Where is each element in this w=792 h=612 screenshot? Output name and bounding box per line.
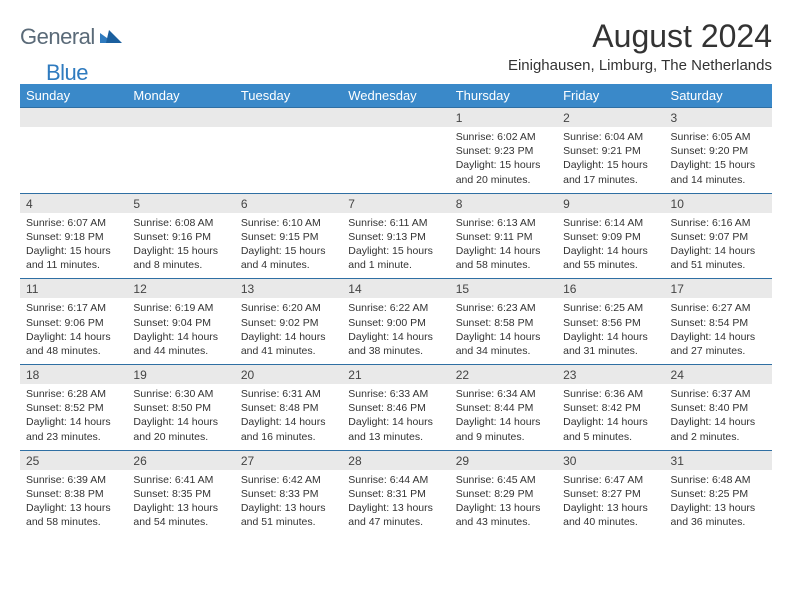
day-number-cell [342, 108, 449, 128]
day-detail-cell: Sunrise: 6:25 AMSunset: 8:56 PMDaylight:… [557, 298, 664, 364]
day-detail-cell: Sunrise: 6:23 AMSunset: 8:58 PMDaylight:… [450, 298, 557, 364]
day-number-cell: 5 [127, 193, 234, 213]
month-title: August 2024 [508, 18, 772, 55]
day-number-cell: 31 [665, 450, 772, 470]
day-number-cell: 16 [557, 279, 664, 299]
day-number-cell: 28 [342, 450, 449, 470]
day-number-cell: 6 [235, 193, 342, 213]
day-detail-cell: Sunrise: 6:27 AMSunset: 8:54 PMDaylight:… [665, 298, 772, 364]
weekday-header: Saturday [665, 84, 772, 108]
calendar-table: SundayMondayTuesdayWednesdayThursdayFrid… [20, 84, 772, 535]
day-number-row: 11121314151617 [20, 279, 772, 299]
day-detail-cell: Sunrise: 6:20 AMSunset: 9:02 PMDaylight:… [235, 298, 342, 364]
day-detail-cell: Sunrise: 6:17 AMSunset: 9:06 PMDaylight:… [20, 298, 127, 364]
day-number-cell: 13 [235, 279, 342, 299]
day-detail-cell: Sunrise: 6:42 AMSunset: 8:33 PMDaylight:… [235, 470, 342, 536]
day-detail-cell: Sunrise: 6:45 AMSunset: 8:29 PMDaylight:… [450, 470, 557, 536]
day-number-row: 18192021222324 [20, 365, 772, 385]
day-number-row: 123 [20, 108, 772, 128]
day-detail-cell [342, 127, 449, 193]
day-detail-cell: Sunrise: 6:36 AMSunset: 8:42 PMDaylight:… [557, 384, 664, 450]
calendar-header-row: SundayMondayTuesdayWednesdayThursdayFrid… [20, 84, 772, 108]
day-detail-cell: Sunrise: 6:13 AMSunset: 9:11 PMDaylight:… [450, 213, 557, 279]
day-detail-cell [127, 127, 234, 193]
day-detail-cell: Sunrise: 6:10 AMSunset: 9:15 PMDaylight:… [235, 213, 342, 279]
title-block: August 2024 Einighausen, Limburg, The Ne… [508, 18, 772, 74]
day-number-cell [127, 108, 234, 128]
day-detail-row: Sunrise: 6:28 AMSunset: 8:52 PMDaylight:… [20, 384, 772, 450]
day-detail-cell: Sunrise: 6:02 AMSunset: 9:23 PMDaylight:… [450, 127, 557, 193]
day-detail-cell: Sunrise: 6:19 AMSunset: 9:04 PMDaylight:… [127, 298, 234, 364]
day-number-cell: 17 [665, 279, 772, 299]
day-detail-cell: Sunrise: 6:41 AMSunset: 8:35 PMDaylight:… [127, 470, 234, 536]
day-number-row: 25262728293031 [20, 450, 772, 470]
weekday-header: Monday [127, 84, 234, 108]
day-number-cell [235, 108, 342, 128]
day-number-cell [20, 108, 127, 128]
day-number-cell: 27 [235, 450, 342, 470]
day-detail-cell: Sunrise: 6:11 AMSunset: 9:13 PMDaylight:… [342, 213, 449, 279]
day-number-cell: 10 [665, 193, 772, 213]
day-detail-cell [20, 127, 127, 193]
day-detail-cell: Sunrise: 6:47 AMSunset: 8:27 PMDaylight:… [557, 470, 664, 536]
day-detail-cell: Sunrise: 6:08 AMSunset: 9:16 PMDaylight:… [127, 213, 234, 279]
day-detail-cell: Sunrise: 6:34 AMSunset: 8:44 PMDaylight:… [450, 384, 557, 450]
day-detail-cell: Sunrise: 6:44 AMSunset: 8:31 PMDaylight:… [342, 470, 449, 536]
day-detail-cell: Sunrise: 6:31 AMSunset: 8:48 PMDaylight:… [235, 384, 342, 450]
day-detail-cell: Sunrise: 6:04 AMSunset: 9:21 PMDaylight:… [557, 127, 664, 193]
weekday-header: Thursday [450, 84, 557, 108]
day-number-cell: 4 [20, 193, 127, 213]
brand-logo: General [20, 24, 124, 50]
day-number-cell: 8 [450, 193, 557, 213]
day-detail-cell: Sunrise: 6:48 AMSunset: 8:25 PMDaylight:… [665, 470, 772, 536]
weekday-header: Sunday [20, 84, 127, 108]
day-number-cell: 30 [557, 450, 664, 470]
day-number-row: 45678910 [20, 193, 772, 213]
weekday-header: Tuesday [235, 84, 342, 108]
day-number-cell: 14 [342, 279, 449, 299]
day-detail-row: Sunrise: 6:02 AMSunset: 9:23 PMDaylight:… [20, 127, 772, 193]
location-text: Einighausen, Limburg, The Netherlands [508, 57, 772, 74]
day-number-cell: 12 [127, 279, 234, 299]
day-number-cell: 24 [665, 365, 772, 385]
day-number-cell: 11 [20, 279, 127, 299]
header: General August 2024 Einighausen, Limburg… [20, 18, 772, 74]
day-number-cell: 25 [20, 450, 127, 470]
day-detail-cell: Sunrise: 6:33 AMSunset: 8:46 PMDaylight:… [342, 384, 449, 450]
day-number-cell: 7 [342, 193, 449, 213]
day-detail-row: Sunrise: 6:39 AMSunset: 8:38 PMDaylight:… [20, 470, 772, 536]
brand-mark-icon [100, 27, 122, 48]
day-number-cell: 19 [127, 365, 234, 385]
day-detail-row: Sunrise: 6:17 AMSunset: 9:06 PMDaylight:… [20, 298, 772, 364]
day-number-cell: 23 [557, 365, 664, 385]
day-number-cell: 18 [20, 365, 127, 385]
day-detail-cell: Sunrise: 6:05 AMSunset: 9:20 PMDaylight:… [665, 127, 772, 193]
day-number-cell: 1 [450, 108, 557, 128]
day-number-cell: 3 [665, 108, 772, 128]
brand-text-blue: Blue [46, 60, 88, 86]
day-number-cell: 29 [450, 450, 557, 470]
weekday-header: Wednesday [342, 84, 449, 108]
day-number-cell: 22 [450, 365, 557, 385]
day-detail-cell [235, 127, 342, 193]
day-number-cell: 20 [235, 365, 342, 385]
brand-text-general: General [20, 24, 95, 50]
day-number-cell: 2 [557, 108, 664, 128]
day-number-cell: 26 [127, 450, 234, 470]
calendar-page: General August 2024 Einighausen, Limburg… [0, 0, 792, 535]
day-number-cell: 21 [342, 365, 449, 385]
day-detail-cell: Sunrise: 6:37 AMSunset: 8:40 PMDaylight:… [665, 384, 772, 450]
day-detail-cell: Sunrise: 6:28 AMSunset: 8:52 PMDaylight:… [20, 384, 127, 450]
day-detail-cell: Sunrise: 6:22 AMSunset: 9:00 PMDaylight:… [342, 298, 449, 364]
day-detail-cell: Sunrise: 6:39 AMSunset: 8:38 PMDaylight:… [20, 470, 127, 536]
day-detail-cell: Sunrise: 6:14 AMSunset: 9:09 PMDaylight:… [557, 213, 664, 279]
day-detail-row: Sunrise: 6:07 AMSunset: 9:18 PMDaylight:… [20, 213, 772, 279]
day-detail-cell: Sunrise: 6:16 AMSunset: 9:07 PMDaylight:… [665, 213, 772, 279]
day-number-cell: 15 [450, 279, 557, 299]
weekday-header: Friday [557, 84, 664, 108]
day-detail-cell: Sunrise: 6:30 AMSunset: 8:50 PMDaylight:… [127, 384, 234, 450]
day-number-cell: 9 [557, 193, 664, 213]
day-detail-cell: Sunrise: 6:07 AMSunset: 9:18 PMDaylight:… [20, 213, 127, 279]
